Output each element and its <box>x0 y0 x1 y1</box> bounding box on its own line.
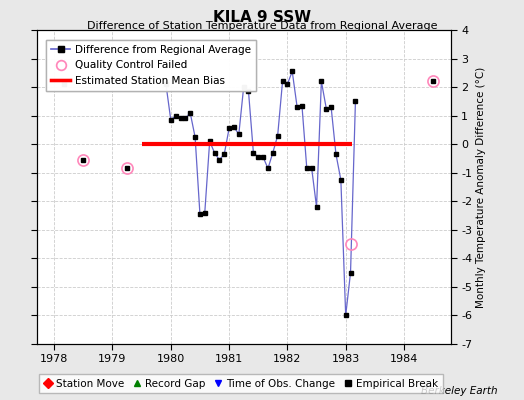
Y-axis label: Monthly Temperature Anomaly Difference (°C): Monthly Temperature Anomaly Difference (… <box>476 66 486 308</box>
Legend: Difference from Regional Average, Quality Control Failed, Estimated Station Mean: Difference from Regional Average, Qualit… <box>46 40 256 91</box>
Text: KILA 9 SSW: KILA 9 SSW <box>213 10 311 25</box>
Legend: Station Move, Record Gap, Time of Obs. Change, Empirical Break: Station Move, Record Gap, Time of Obs. C… <box>39 374 443 393</box>
Text: Berkeley Earth: Berkeley Earth <box>421 386 498 396</box>
Text: Difference of Station Temperature Data from Regional Average: Difference of Station Temperature Data f… <box>87 21 437 31</box>
